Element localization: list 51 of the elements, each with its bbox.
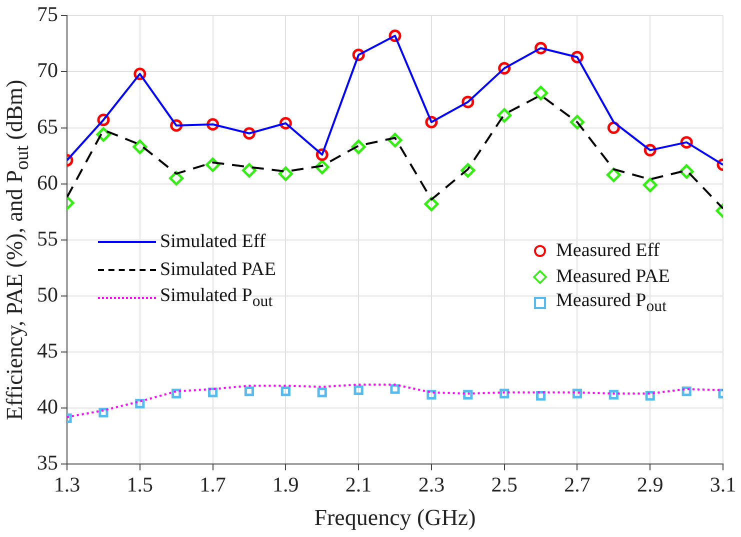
legend-label: Simulated PAE — [160, 259, 276, 281]
x-tick-label: 3.1 — [710, 472, 736, 496]
y-tick-label: 60 — [37, 170, 58, 194]
point — [98, 408, 108, 418]
point — [206, 158, 220, 172]
legend-label: Simulated Eff — [160, 231, 266, 253]
point — [570, 114, 584, 130]
point — [244, 386, 254, 396]
y-tick-label: 35 — [37, 450, 58, 475]
legend-label: Measured Eff — [556, 240, 660, 262]
point — [645, 391, 655, 401]
x-tick-label: 2.9 — [636, 472, 664, 496]
point — [278, 166, 293, 181]
point — [314, 160, 330, 174]
x-tick-label: 2.1 — [345, 472, 372, 496]
point — [390, 384, 400, 394]
x-tick-label: 2.5 — [491, 472, 518, 496]
point — [317, 388, 327, 398]
point — [608, 390, 618, 400]
point — [463, 390, 473, 400]
point — [682, 386, 692, 396]
legend-label: Simulated P$_{out}$ — [160, 285, 273, 311]
legend-label: Measured PAE — [556, 266, 670, 288]
y-tick-label: 40 — [37, 394, 58, 419]
legend-label: Measured P$_{out}$ — [556, 290, 666, 316]
y-tick-label: 55 — [37, 226, 58, 250]
x-tick-label: 2.3 — [418, 472, 445, 496]
x-axis-title: Frequency (GHz) — [314, 505, 476, 530]
point — [497, 108, 512, 123]
point — [280, 386, 290, 396]
point — [242, 163, 256, 178]
point — [354, 385, 364, 395]
x-tick-label: 1.9 — [272, 472, 299, 496]
point — [132, 140, 148, 154]
point — [424, 196, 439, 212]
y-tick-label: 50 — [37, 282, 58, 306]
x-tick-label: 1.5 — [126, 472, 154, 496]
x-tick-label: 2.7 — [564, 472, 590, 496]
point — [460, 163, 476, 178]
y-tick-label: 75 — [37, 2, 58, 26]
point — [500, 388, 510, 398]
point — [388, 132, 402, 148]
point — [572, 388, 582, 398]
point — [642, 178, 658, 192]
x-tick-label: 1.7 — [200, 472, 226, 496]
y-tick-label: 65 — [37, 114, 58, 138]
point — [534, 86, 548, 100]
point — [351, 140, 366, 154]
y-tick-label: 45 — [37, 338, 58, 363]
x-tick-label: 1.3 — [54, 472, 80, 496]
y-tick-label: 70 — [37, 58, 58, 82]
